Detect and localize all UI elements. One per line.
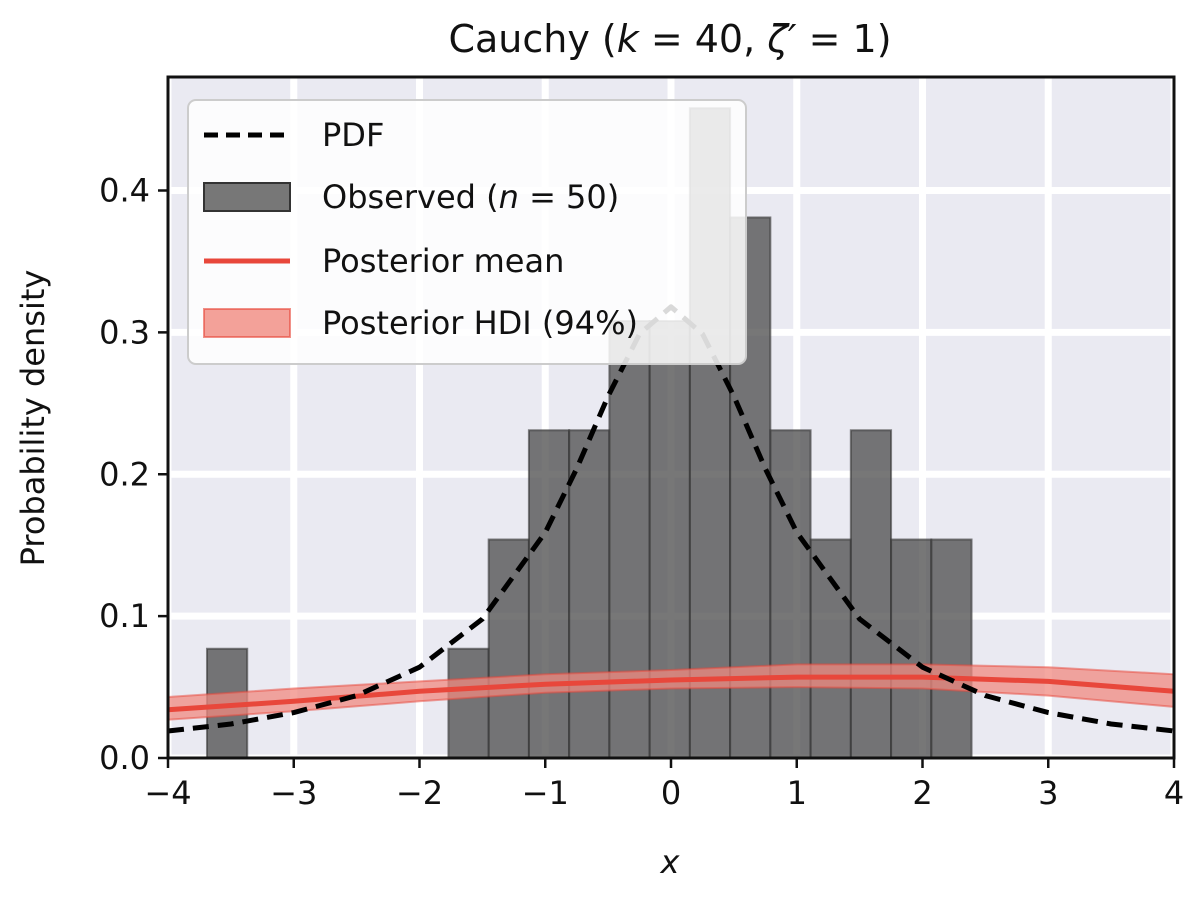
y-axis-title: Probability density (14, 270, 52, 567)
x-tick-label-4: 0 (661, 774, 681, 812)
legend-hdi-label: Posterior HDI (94%) (322, 304, 638, 342)
x-tick-label-8: 4 (1164, 774, 1184, 812)
histogram-bar-4 (568, 429, 611, 759)
y-tick-label-2: 0.2 (99, 455, 150, 493)
legend-hdi-swatch (203, 308, 291, 338)
x-tick-label-0: −4 (144, 774, 191, 812)
histogram-bar-1 (447, 647, 490, 759)
legend-mean-label: Posterior mean (322, 242, 564, 280)
histogram-bar-6 (648, 320, 691, 759)
x-tick-label-1: −3 (270, 774, 317, 812)
x-axis-title: x (660, 843, 681, 881)
x-axis-ticks: −4 −3 −2 −1 0 1 2 3 4 (144, 758, 1184, 812)
y-tick-label-4: 0.4 (99, 172, 150, 210)
legend-observed-swatch (203, 182, 291, 212)
histogram-bar-11 (849, 429, 893, 759)
y-axis-ticks: 0.0 0.1 0.2 0.3 0.4 (99, 172, 168, 777)
histogram-bar-3 (527, 429, 571, 759)
x-tick-label-2: −2 (396, 774, 443, 812)
chart-title: Cauchy (k = 40, ζ′ = 1) (448, 17, 891, 61)
legend: PDF Observed (n = 50) Posterior mean Pos… (187, 99, 747, 365)
x-tick-label-7: 3 (1038, 774, 1058, 812)
y-tick-label-1: 0.1 (99, 597, 150, 635)
y-tick-label-0: 0.0 (99, 739, 150, 777)
legend-pdf-label: PDF (322, 116, 384, 154)
x-tick-label-5: 1 (787, 774, 807, 812)
histogram-bar-2 (487, 538, 530, 760)
histogram-bar-10 (809, 538, 852, 760)
legend-box (187, 99, 747, 365)
histogram-bar-13 (930, 538, 973, 760)
x-tick-label-3: −1 (522, 774, 569, 812)
histogram-bar-9 (769, 429, 812, 759)
x-tick-label-6: 2 (912, 774, 932, 812)
posterior-mean-line (167, 674, 1175, 713)
legend-observed-label: Observed (n = 50) (322, 178, 619, 216)
y-tick-label-3: 0.3 (99, 313, 150, 351)
